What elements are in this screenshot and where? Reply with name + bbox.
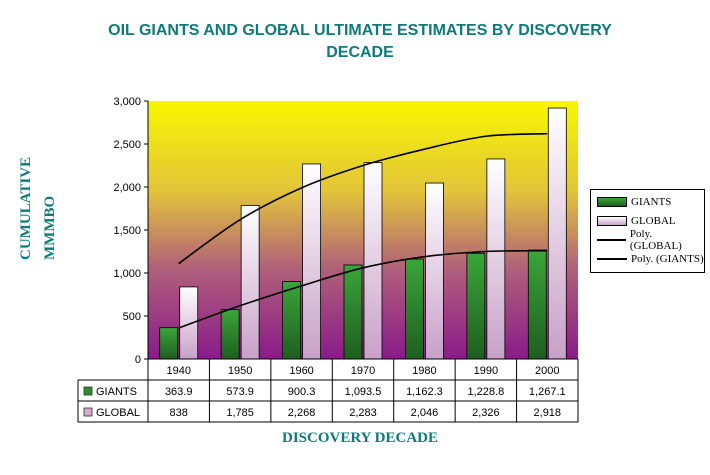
chart-title: OIL GIANTS AND GLOBAL ULTIMATE ESTIMATES… [60,20,660,64]
trendlines [178,132,548,329]
y-tick-label: 500 [123,311,141,323]
legend-item-poly-giants: Poly. (GIANTS) [597,252,704,266]
bar-giants [282,281,301,360]
table-cell-global: 2,918 [534,407,562,419]
bar-giants [405,258,424,360]
y-tick-label: 2,000 [113,182,141,194]
data-table: 1940 1950 1960 1970 1980 1990 2000 GIANTS 363.9 5… [77,358,579,423]
table-cell-global: 838 [170,407,188,419]
table-cell-giants: 1,228.8 [468,386,505,398]
table-cell-global: 2,326 [472,407,500,419]
table-cell-giants: 573.9 [226,386,254,398]
bar-giants [159,327,179,360]
table-cell-giants: 1,162.3 [406,386,443,398]
trendline-poly-giants [178,249,548,329]
bar-global [486,158,506,360]
bar-global [425,182,444,360]
table-row-label-global: GLOBAL [96,407,140,419]
x-tick-label: 1960 [289,365,313,377]
bar-giants [527,249,547,360]
table-swatch-giants [83,386,93,396]
x-axis-label: DISCOVERY DECADE [281,430,439,446]
legend-label-poly-global: Poly. (GLOBAL) [629,228,682,252]
y-axis: 0 500 1,000 1,500 2,000 2,500 3,000 [113,96,149,366]
legend-label-global: GLOBAL [631,215,676,227]
table-cell-giants: 363.9 [165,386,193,398]
x-tick-label: 1970 [351,365,375,377]
x-tick-label: 1980 [412,365,436,377]
x-tick-label: 2000 [535,365,559,377]
legend-line-poly-global [597,239,626,241]
bar-giants [466,252,486,360]
bar-global [179,286,199,360]
y-tick-label: 1,500 [113,225,141,237]
table-cell-global: 2,046 [411,407,439,419]
legend-item-poly-global: Poly. (GLOBAL) [597,228,704,252]
bar-global [547,107,567,360]
chart-title-line2: DECADE [326,44,394,61]
table-cell-global: 2,283 [349,407,377,419]
table-cell-giants: 1,267.1 [529,386,566,398]
legend-swatch-global [597,216,627,226]
legend-line-poly-giants [597,258,627,260]
y-tick-label: 3,000 [113,96,141,108]
y-tick-label: 0 [135,354,141,366]
bar-giants [220,309,240,360]
table-cell-giants: 900.3 [288,386,316,398]
x-tick-label: 1950 [228,365,252,377]
plot-area [148,101,578,359]
legend-label-poly-giants: Poly. (GIANTS) [631,253,704,265]
bar-global [363,162,383,360]
table-cell-global: 2,268 [288,407,316,419]
legend-swatch-giants [597,197,627,207]
table-cell-global: 1,785 [226,407,254,419]
table-row-label-giants: GIANTS [96,386,137,398]
legend-item-global: GLOBAL [597,214,676,228]
bar-giants [343,264,363,360]
table-swatch-global [83,407,93,417]
legend-label-giants: GIANTS [631,196,672,208]
trendline-poly-global [178,132,548,265]
legend-item-giants: GIANTS [597,195,671,209]
x-tick-label: 1940 [166,365,190,377]
chart-title-line1: OIL GIANTS AND GLOBAL ULTIMATE ESTIMATES… [108,22,612,39]
legend: GIANTS GLOBAL Poly. (GLOBAL) Poly. (GIAN… [590,189,705,273]
x-tick-label: 1990 [474,365,498,377]
y-tick-label: 1,000 [113,268,141,280]
y-tick-label: 2,500 [113,139,141,151]
bar-global [240,205,260,360]
bars [159,107,567,360]
bar-global [302,163,321,360]
table-cell-giants: 1,093.5 [345,386,382,398]
